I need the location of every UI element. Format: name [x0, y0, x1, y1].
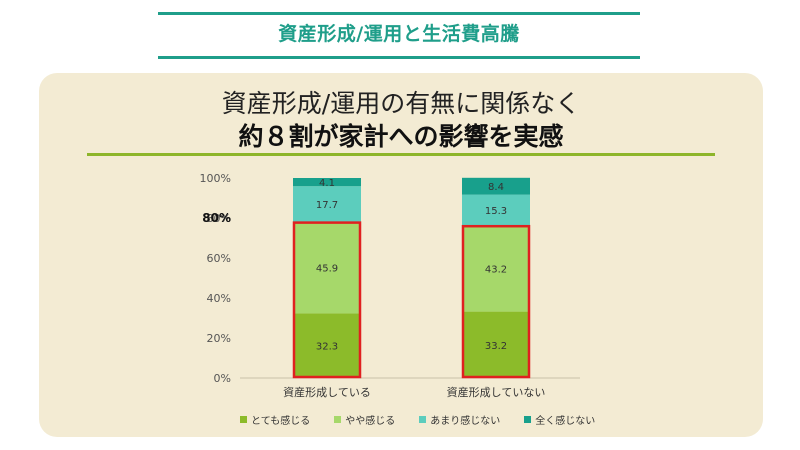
category-label: 資産形成していない: [447, 386, 546, 399]
data-label: 45.9: [316, 264, 338, 275]
content-panel: [39, 73, 763, 437]
highlight-box: [461, 224, 531, 379]
bar-segment: [293, 186, 361, 222]
data-label: 8.4: [488, 182, 504, 193]
y-tick-label: 60%: [207, 252, 231, 265]
bar-segment: [293, 178, 361, 187]
header-rule-top: [158, 12, 640, 15]
legend-swatch: [240, 416, 247, 423]
legend-item: やや感じる: [334, 412, 395, 427]
legend-label: 全く感じない: [535, 416, 596, 427]
header-rule-bottom: [158, 56, 640, 59]
slide-title-line1: 資産形成/運用の有無に関係なく: [221, 89, 581, 118]
y-tick-label: 100%: [200, 172, 231, 185]
data-label: 43.2: [485, 264, 507, 275]
y-tick-label: 40%: [207, 292, 231, 305]
threshold-annotation: 80%: [202, 211, 231, 225]
bar-segment: [293, 221, 361, 314]
bar-segment: [462, 177, 530, 195]
legend-label: あまり感じない: [430, 416, 501, 427]
data-label: 17.7: [316, 200, 338, 211]
slide-title-line2: 約８割が家計への影響を実感: [238, 122, 564, 151]
y-tick-label: 20%: [207, 332, 231, 345]
bar-segment: [293, 313, 361, 378]
legend-swatch: [524, 416, 532, 423]
bar-segment: [462, 311, 530, 378]
legend-label: とても感じる: [251, 416, 311, 427]
y-tick-label: 0%: [214, 372, 231, 385]
data-label: 15.3: [485, 206, 507, 217]
legend-swatch: [419, 416, 427, 423]
category-label: 資産形成している: [283, 386, 371, 399]
legend-label: やや感じる: [345, 416, 396, 427]
legend-item: 全く感じない: [524, 412, 595, 427]
chart-legend: とても感じる やや感じる あまり感じない 全く感じない: [240, 412, 595, 427]
bar-segment: [462, 225, 530, 312]
title-underline: [87, 153, 715, 156]
data-label: 33.2: [485, 341, 507, 352]
data-label: 4.1: [319, 178, 335, 189]
highlight-box: [292, 221, 362, 379]
data-label: 32.3: [316, 342, 338, 353]
section-title: 資産形成/運用と生活費高騰: [278, 23, 520, 45]
legend-item: とても感じる: [240, 412, 310, 427]
y-tick-label: 80%: [207, 212, 231, 225]
legend-swatch: [334, 416, 342, 423]
legend-item: あまり感じない: [419, 412, 500, 427]
bar-segment: [462, 194, 530, 226]
